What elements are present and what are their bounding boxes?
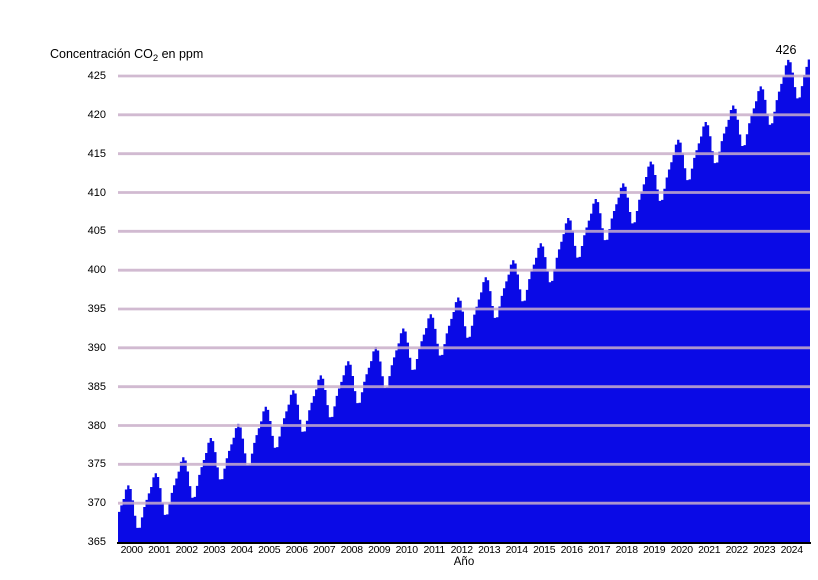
co2-area-series [118, 59, 810, 543]
x-tick-label-2003: 2003 [203, 544, 226, 556]
y-tick-label-385: 385 [87, 380, 106, 393]
x-tick-label-2007: 2007 [313, 544, 336, 556]
x-axis-title: Año [453, 556, 475, 568]
x-tick-label-2002: 2002 [175, 544, 198, 556]
y-tick-label-395: 395 [87, 303, 106, 315]
x-tick-label-2017: 2017 [588, 544, 611, 556]
x-tick-label-2005: 2005 [258, 544, 281, 556]
x-tick-label-2004: 2004 [230, 544, 253, 556]
y-tick-label-415: 415 [87, 147, 106, 160]
y-tick-label-410: 410 [87, 186, 106, 199]
y-tick-label-380: 380 [87, 419, 106, 432]
x-tick-label-2011: 2011 [423, 544, 445, 556]
y-tick-label-370: 370 [87, 497, 106, 510]
x-tick-label-2013: 2013 [478, 544, 501, 556]
x-tick-label-2009: 2009 [368, 544, 391, 556]
x-tick-label-2012: 2012 [450, 544, 473, 556]
y-tick-label-405: 405 [87, 225, 106, 238]
y-tick-label-390: 390 [87, 341, 106, 354]
x-tick-label-2015: 2015 [533, 544, 556, 556]
x-tick-label-2010: 2010 [395, 544, 418, 556]
y-tick-label-375: 375 [87, 458, 106, 471]
y-tick-label-420: 420 [87, 108, 106, 121]
x-tick-label-2014: 2014 [505, 544, 528, 556]
y-tick-label-365: 365 [87, 536, 106, 548]
x-tick-label-2001: 2001 [148, 544, 171, 556]
chart-title: Concentración CO2 en ppm [50, 47, 203, 64]
x-tick-label-2022: 2022 [725, 544, 748, 556]
x-tick-label-2019: 2019 [643, 544, 666, 556]
latest-value-annotation: 426 [775, 43, 797, 57]
x-tick-label-2020: 2020 [670, 544, 693, 556]
x-tick-label-2018: 2018 [615, 544, 638, 556]
y-tick-label-400: 400 [87, 264, 106, 277]
x-tick-label-2023: 2023 [753, 544, 776, 556]
chart-title-subscript: 2 [152, 53, 159, 64]
x-tick-label-2024: 2024 [780, 544, 803, 556]
x-tick-label-2006: 2006 [285, 544, 308, 556]
chart-title-prefix: Concentración CO [50, 47, 153, 61]
chart-title-suffix: en ppm [158, 47, 204, 61]
x-tick-label-2008: 2008 [340, 544, 363, 556]
x-tick-label-2021: 2021 [698, 544, 721, 556]
x-tick-label-2000: 2000 [120, 544, 143, 556]
y-tick-label-425: 425 [87, 70, 106, 82]
x-tick-label-2016: 2016 [560, 544, 583, 556]
